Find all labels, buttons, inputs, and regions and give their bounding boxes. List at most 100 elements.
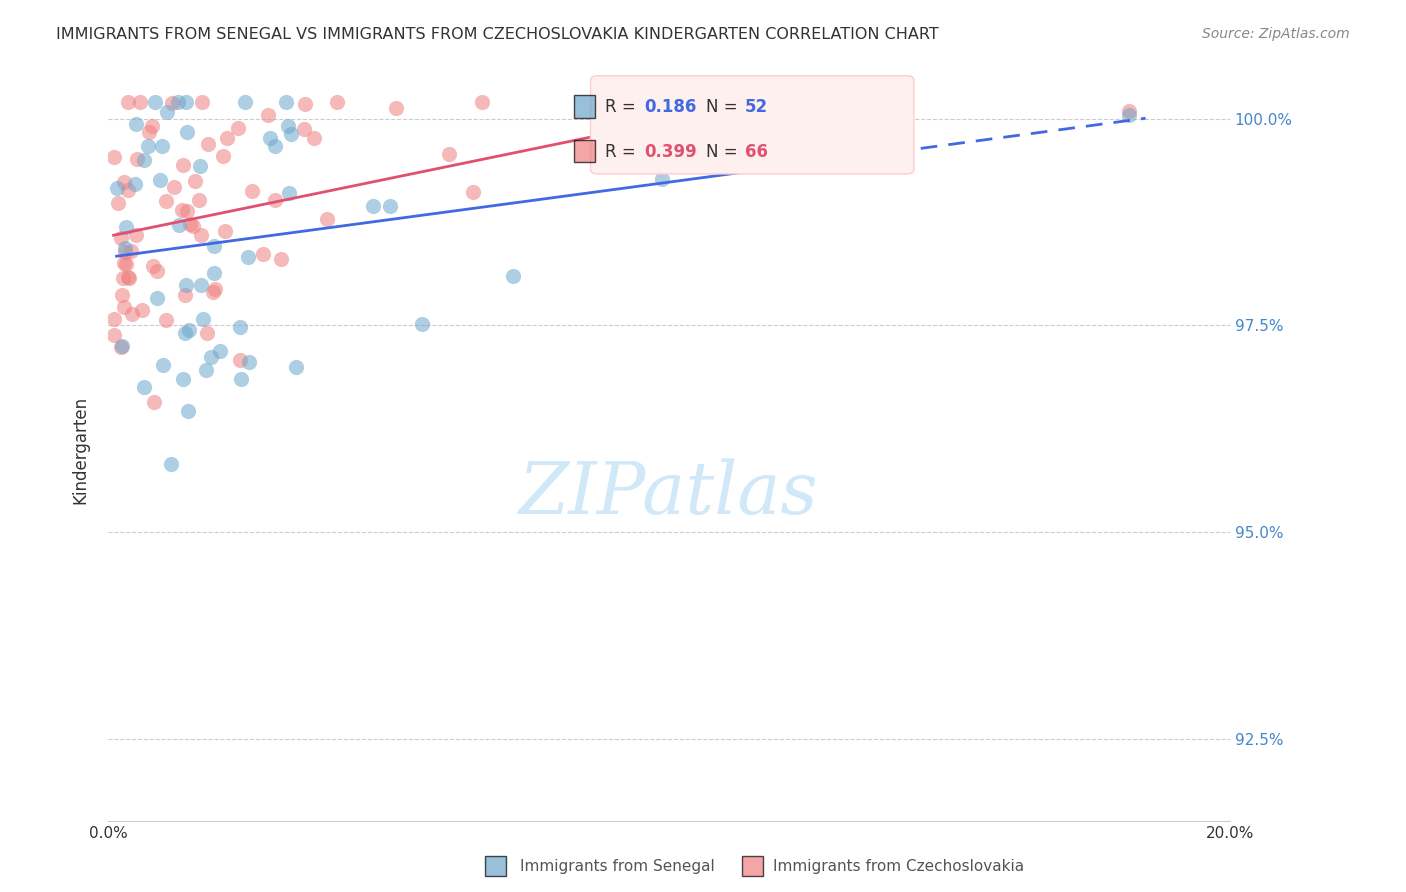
Text: IMMIGRANTS FROM SENEGAL VS IMMIGRANTS FROM CZECHOSLOVAKIA KINDERGARTEN CORRELATI: IMMIGRANTS FROM SENEGAL VS IMMIGRANTS FR… xyxy=(56,27,939,42)
Point xyxy=(103,150,125,164)
Text: 0.399: 0.399 xyxy=(644,143,697,161)
Point xyxy=(263,194,285,208)
Point xyxy=(143,95,166,110)
Point xyxy=(149,173,172,187)
Point xyxy=(111,270,134,285)
Point xyxy=(118,271,141,285)
Point xyxy=(690,95,713,110)
Point xyxy=(105,181,128,195)
Point xyxy=(411,318,433,332)
Point xyxy=(280,128,302,142)
Point xyxy=(132,380,155,394)
Point xyxy=(471,95,494,110)
Point xyxy=(229,320,252,334)
Point xyxy=(174,326,197,340)
Point xyxy=(190,95,212,110)
Point xyxy=(204,282,226,296)
Point xyxy=(112,175,135,189)
Text: 66: 66 xyxy=(745,143,768,161)
Point xyxy=(121,307,143,321)
Point xyxy=(155,313,177,327)
Point xyxy=(284,360,307,375)
Point xyxy=(115,219,138,234)
Point xyxy=(129,95,152,110)
Point xyxy=(179,217,201,231)
Point xyxy=(294,97,316,112)
Point xyxy=(110,230,132,244)
Point xyxy=(152,358,174,372)
Point xyxy=(125,228,148,243)
Point xyxy=(229,352,252,367)
Point xyxy=(138,138,160,153)
Point xyxy=(183,174,205,188)
Point xyxy=(214,223,236,237)
Point xyxy=(134,153,156,167)
Point xyxy=(463,185,485,199)
Point xyxy=(120,244,142,258)
Point xyxy=(212,149,235,163)
Text: 52: 52 xyxy=(745,98,768,116)
Point xyxy=(143,394,166,409)
Point xyxy=(302,130,325,145)
Point xyxy=(202,266,225,280)
Point xyxy=(236,251,259,265)
Point xyxy=(174,95,197,110)
Point xyxy=(294,122,316,136)
Point xyxy=(103,327,125,342)
Point xyxy=(325,95,347,110)
Point xyxy=(103,311,125,326)
Point xyxy=(150,139,173,153)
Point xyxy=(172,158,194,172)
Point xyxy=(114,241,136,255)
Point xyxy=(112,300,135,314)
Point xyxy=(226,121,249,136)
Point xyxy=(200,350,222,364)
Point xyxy=(110,339,132,353)
Point xyxy=(195,326,218,340)
Point xyxy=(142,260,165,274)
Point xyxy=(177,404,200,418)
Point xyxy=(146,263,169,277)
Point xyxy=(363,199,385,213)
Text: N =: N = xyxy=(706,143,742,161)
Point xyxy=(117,184,139,198)
Point xyxy=(190,227,212,242)
Point xyxy=(156,104,179,119)
Text: R =: R = xyxy=(605,98,641,116)
Point xyxy=(114,244,136,259)
Point xyxy=(174,288,197,302)
Point xyxy=(437,146,460,161)
Point xyxy=(172,371,194,385)
Point xyxy=(202,239,225,253)
Point xyxy=(264,138,287,153)
Point xyxy=(124,177,146,191)
Point xyxy=(378,199,401,213)
Point xyxy=(160,457,183,471)
Point xyxy=(651,171,673,186)
Point xyxy=(229,372,252,386)
Point xyxy=(117,95,139,110)
Point xyxy=(176,125,198,139)
Point xyxy=(107,195,129,210)
Point xyxy=(112,256,135,270)
Point xyxy=(209,343,232,358)
Point xyxy=(181,219,204,234)
Text: N =: N = xyxy=(706,98,742,116)
Text: 0.186: 0.186 xyxy=(644,98,696,116)
Point xyxy=(201,285,224,299)
Point xyxy=(316,212,339,227)
Point xyxy=(502,268,524,283)
Point xyxy=(277,119,299,133)
Text: Source: ZipAtlas.com: Source: ZipAtlas.com xyxy=(1202,27,1350,41)
Text: Immigrants from Czechoslovakia: Immigrants from Czechoslovakia xyxy=(773,859,1025,874)
Point xyxy=(385,101,408,115)
Point xyxy=(125,152,148,166)
Point xyxy=(155,194,177,208)
Point xyxy=(238,355,260,369)
Point xyxy=(194,363,217,377)
Point xyxy=(170,203,193,218)
Point xyxy=(176,204,198,219)
Point xyxy=(115,257,138,271)
Text: Immigrants from Senegal: Immigrants from Senegal xyxy=(520,859,716,874)
Point xyxy=(111,288,134,302)
